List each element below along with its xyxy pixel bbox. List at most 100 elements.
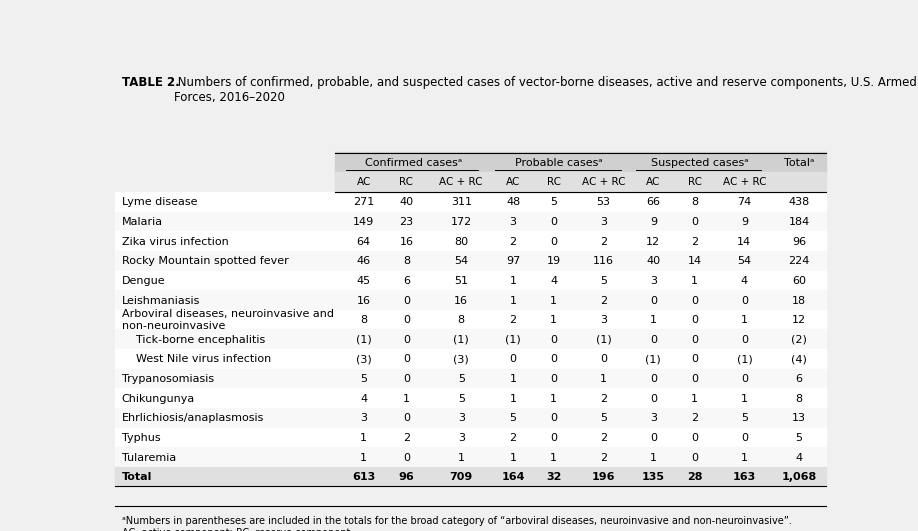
Text: 66: 66 — [646, 198, 660, 208]
Text: 1: 1 — [458, 452, 465, 463]
Text: 1: 1 — [509, 374, 517, 384]
Text: 97: 97 — [506, 256, 521, 266]
Bar — [115, 467, 826, 486]
Text: 9: 9 — [650, 217, 657, 227]
Text: (3): (3) — [453, 354, 469, 364]
Text: 1,068: 1,068 — [781, 472, 817, 482]
Text: ᵃNumbers in parentheses are included in the totals for the broad category of “ar: ᵃNumbers in parentheses are included in … — [122, 516, 791, 531]
Text: AC: AC — [506, 177, 521, 187]
Text: 54: 54 — [454, 256, 468, 266]
Text: 2: 2 — [600, 237, 607, 247]
Text: Ehrlichiosis/anaplasmosis: Ehrlichiosis/anaplasmosis — [122, 413, 264, 423]
Text: 3: 3 — [458, 413, 465, 423]
Text: 51: 51 — [454, 276, 468, 286]
Text: 12: 12 — [646, 237, 660, 247]
Text: 172: 172 — [451, 217, 472, 227]
Text: 3: 3 — [650, 276, 656, 286]
Text: West Nile virus infection: West Nile virus infection — [136, 354, 272, 364]
Text: 0: 0 — [403, 452, 410, 463]
Text: 163: 163 — [733, 472, 756, 482]
Text: AC + RC: AC + RC — [440, 177, 483, 187]
Text: 13: 13 — [792, 413, 806, 423]
Text: 5: 5 — [600, 413, 607, 423]
Text: 0: 0 — [741, 335, 748, 345]
Text: 0: 0 — [403, 413, 410, 423]
Text: (1): (1) — [645, 354, 661, 364]
Text: 271: 271 — [353, 198, 375, 208]
Text: 184: 184 — [789, 217, 810, 227]
Bar — [115, 310, 826, 329]
Text: 4: 4 — [796, 452, 802, 463]
Text: 40: 40 — [646, 256, 660, 266]
Text: 40: 40 — [399, 198, 413, 208]
Text: Arboviral diseases, neuroinvasive and
non-neuroinvasive: Arboviral diseases, neuroinvasive and no… — [122, 310, 334, 331]
Text: 0: 0 — [691, 315, 698, 325]
Text: 60: 60 — [792, 276, 806, 286]
Text: 0: 0 — [691, 335, 698, 345]
Text: 0: 0 — [650, 296, 656, 305]
Text: 2: 2 — [509, 315, 517, 325]
Text: 1: 1 — [741, 452, 748, 463]
Bar — [115, 349, 826, 369]
Bar — [115, 212, 826, 232]
Text: 3: 3 — [600, 217, 607, 227]
Text: 2: 2 — [600, 296, 607, 305]
Text: (1): (1) — [736, 354, 752, 364]
Text: 2: 2 — [691, 413, 699, 423]
Text: 0: 0 — [691, 296, 698, 305]
Bar — [115, 251, 826, 270]
Text: 1: 1 — [509, 452, 517, 463]
Text: Trypanosomiasis: Trypanosomiasis — [122, 374, 214, 384]
Text: 1: 1 — [550, 315, 557, 325]
Text: 1: 1 — [550, 452, 557, 463]
Bar — [115, 408, 826, 427]
Text: 48: 48 — [506, 198, 521, 208]
Text: 3: 3 — [600, 315, 607, 325]
Text: 0: 0 — [691, 452, 698, 463]
Bar — [115, 427, 826, 447]
Text: 16: 16 — [357, 296, 371, 305]
Text: 438: 438 — [789, 198, 810, 208]
Text: 0: 0 — [650, 433, 656, 443]
Text: Probable casesᵃ: Probable casesᵃ — [515, 158, 603, 168]
Text: 311: 311 — [451, 198, 472, 208]
Text: (4): (4) — [791, 354, 807, 364]
Text: 613: 613 — [353, 472, 375, 482]
Text: 1: 1 — [509, 296, 517, 305]
Bar — [115, 447, 826, 467]
Text: 0: 0 — [741, 296, 748, 305]
Text: 0: 0 — [550, 354, 557, 364]
Text: 0: 0 — [650, 374, 656, 384]
Text: 16: 16 — [454, 296, 468, 305]
Text: 2: 2 — [509, 237, 517, 247]
Text: 5: 5 — [360, 374, 367, 384]
Text: Tick-borne encephalitis: Tick-borne encephalitis — [136, 335, 265, 345]
Text: 74: 74 — [737, 198, 752, 208]
Text: Tularemia: Tularemia — [122, 452, 176, 463]
Text: Lyme disease: Lyme disease — [122, 198, 197, 208]
Text: 53: 53 — [597, 198, 610, 208]
Text: 0: 0 — [403, 315, 410, 325]
Text: 28: 28 — [687, 472, 702, 482]
Text: Leishmaniasis: Leishmaniasis — [122, 296, 200, 305]
Text: (1): (1) — [453, 335, 469, 345]
Text: 5: 5 — [741, 413, 748, 423]
Bar — [335, 152, 826, 172]
Text: Confirmed casesᵃ: Confirmed casesᵃ — [364, 158, 462, 168]
Text: 8: 8 — [360, 315, 367, 325]
Text: 0: 0 — [403, 335, 410, 345]
Text: 1: 1 — [741, 315, 748, 325]
Text: 1: 1 — [403, 393, 410, 404]
Text: 0: 0 — [403, 354, 410, 364]
Text: 5: 5 — [509, 413, 517, 423]
Text: 0: 0 — [550, 335, 557, 345]
Text: 64: 64 — [357, 237, 371, 247]
Text: Suspected casesᵃ: Suspected casesᵃ — [651, 158, 748, 168]
Text: AC: AC — [356, 177, 371, 187]
Text: Malaria: Malaria — [122, 217, 163, 227]
Text: 0: 0 — [600, 354, 607, 364]
Text: 19: 19 — [546, 256, 561, 266]
Text: 5: 5 — [458, 374, 465, 384]
Text: 1: 1 — [691, 393, 698, 404]
Text: 5: 5 — [600, 276, 607, 286]
